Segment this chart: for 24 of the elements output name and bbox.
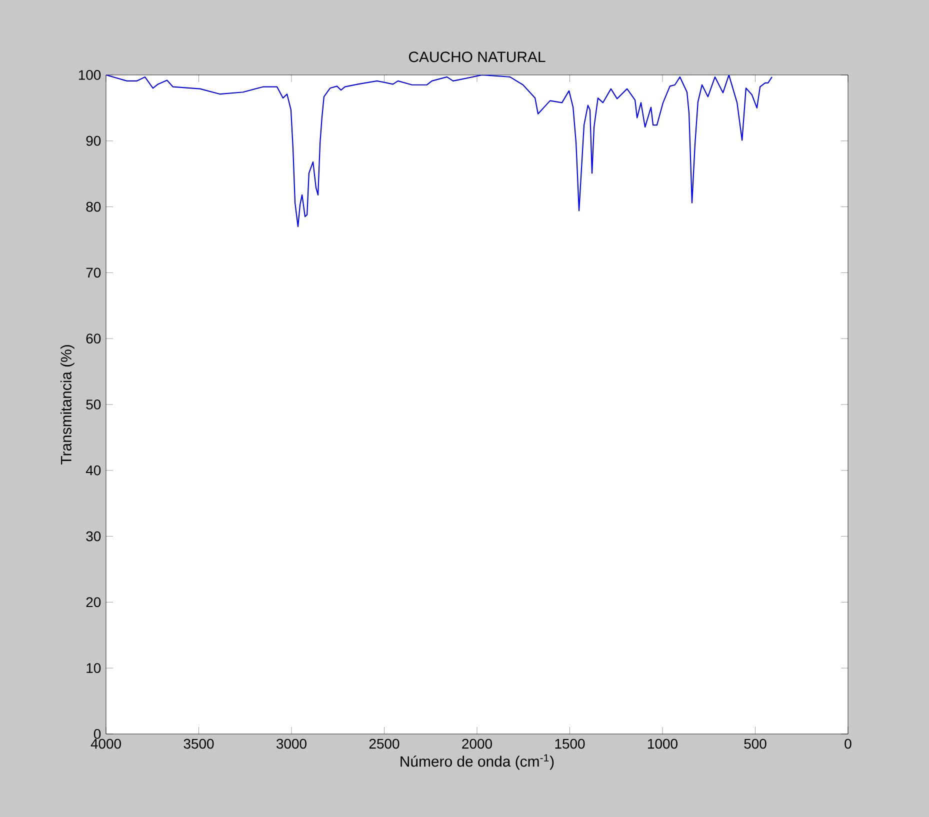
- y-tick-label: 60: [86, 334, 101, 344]
- y-tick-label: 0: [94, 729, 101, 739]
- x-tick-label: 1000: [648, 738, 678, 749]
- y-tick-label: 30: [86, 531, 101, 542]
- line-series: [106, 74, 772, 228]
- x-tick-label: 0: [844, 738, 852, 749]
- y-tick-label: 70: [86, 268, 101, 278]
- x-tick-label: 2000: [462, 738, 492, 749]
- x-tick-label: 4000: [90, 738, 121, 749]
- y-tick-label: 10: [86, 663, 101, 674]
- x-axis-title: Número de onda (cm$^{-1}$): [400, 754, 554, 770]
- x-tick-label: 500: [744, 738, 766, 749]
- x-tick-label: 3000: [276, 738, 306, 749]
- y-tick-label: 40: [86, 465, 101, 476]
- y-tick-label: 90: [86, 136, 101, 146]
- y-tick-label: 100: [78, 70, 101, 80]
- x-tick-label: 2500: [369, 738, 400, 749]
- y-axis-title: Transmitancia (%): [60, 345, 74, 464]
- chart-title: CAUCHO NATURAL: [408, 52, 546, 62]
- y-tick-label: 20: [86, 597, 101, 608]
- x-tick-label: 3500: [184, 738, 214, 749]
- y-tick-label: 80: [86, 202, 101, 212]
- y-tick-label: 50: [86, 400, 101, 410]
- x-tick-label: 1500: [555, 738, 585, 749]
